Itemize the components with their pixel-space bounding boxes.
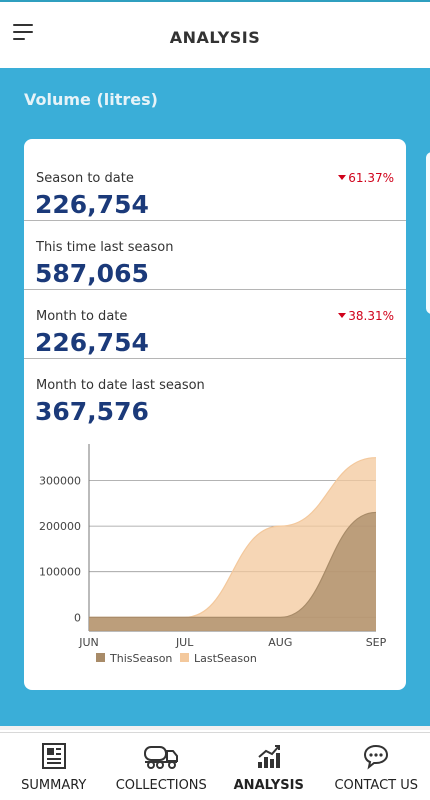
delta-text: 38.31% [348, 309, 394, 323]
nav-summary[interactable]: SUMMARY [0, 733, 108, 800]
main-content[interactable]: Volume (litres) Season to date 226,754 6… [0, 68, 430, 716]
section-title: Volume (litres) [24, 90, 158, 109]
nav-label: ANALYSIS [233, 778, 304, 793]
series-area-thisseason [89, 512, 376, 631]
chat-bubble-icon [364, 744, 389, 770]
metric-label: Season to date [36, 171, 134, 186]
metric-season-to-date: Season to date 226,754 61.37% [24, 152, 406, 221]
metric-month-to-date: Month to date 226,754 38.31% [24, 290, 406, 359]
legend-swatch [180, 653, 189, 662]
metric-value: 226,754 [35, 190, 149, 219]
bar-chart-icon [257, 745, 280, 768]
metric-value: 226,754 [35, 328, 149, 357]
delta-text: 61.37% [348, 171, 394, 185]
metric-label: Month to date [36, 309, 128, 324]
y-tick-label: 100000 [39, 566, 81, 579]
nav-label: SUMMARY [21, 778, 87, 793]
series-area-lastseason [89, 457, 376, 631]
volume-area-chart: 0 100000 200000 300000 JUN JUL AUG SEP ThisSeaso… [39, 444, 387, 665]
app-header: ANALYSIS [0, 0, 430, 68]
metric-delta: 61.37% [338, 171, 394, 185]
nav-analysis[interactable]: ANALYSIS [215, 733, 323, 800]
legend-label: LastSeason [194, 652, 257, 665]
hamburger-menu-icon[interactable] [13, 24, 37, 42]
metric-last-season: This time last season 587,065 [24, 221, 406, 290]
legend-swatch [96, 653, 105, 662]
bottom-strip [0, 716, 430, 730]
newspaper-icon [41, 743, 66, 769]
y-tick-label: 200000 [39, 520, 81, 533]
nav-collections[interactable]: COLLECTIONS [108, 733, 216, 800]
nav-label: COLLECTIONS [115, 778, 207, 793]
y-tick-label: 300000 [39, 474, 81, 487]
metric-value: 587,065 [35, 259, 149, 288]
metric-month-last-season: Month to date last season 367,576 [24, 359, 406, 428]
legend-label: ThisSeason [109, 652, 172, 665]
x-tick-label: JUL [175, 636, 194, 649]
volume-card: Season to date 226,754 61.37% This time … [24, 139, 406, 690]
nav-label: CONTACT US [334, 778, 419, 793]
down-triangle-icon [338, 313, 347, 318]
page-title: ANALYSIS [169, 28, 261, 47]
x-tick-label: JUN [78, 636, 99, 649]
tanker-truck-icon [144, 746, 179, 769]
y-tick-label: 0 [74, 611, 81, 624]
x-tick-label: SEP [366, 636, 387, 649]
metric-value: 367,576 [35, 397, 149, 426]
down-triangle-icon [338, 175, 347, 180]
x-tick-label: AUG [268, 636, 292, 649]
nav-contact-us[interactable]: CONTACT US [323, 733, 430, 800]
metric-delta: 38.31% [338, 309, 394, 323]
series-line-thisseason [88, 511, 377, 618]
metric-label: This time last season [36, 240, 174, 255]
next-card-peek[interactable] [426, 152, 430, 314]
metric-label: Month to date last season [36, 378, 205, 393]
bottom-nav: SUMMARY COLLECTIONS ANALYSIS [0, 732, 430, 800]
